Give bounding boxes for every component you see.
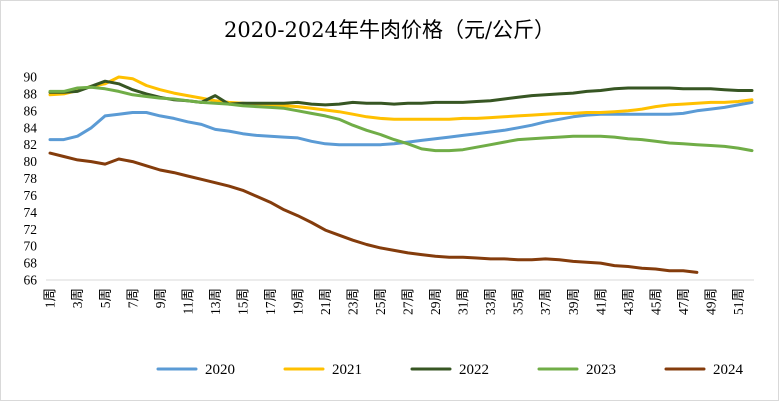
series-layer: [48, 75, 754, 274]
x-tick-label: 9周: [153, 288, 168, 308]
x-tick-label: 27周: [401, 288, 416, 315]
x-tick-label: 21周: [318, 288, 333, 315]
legend-label-2021: 2021: [332, 362, 362, 378]
x-tick-label: 19周: [290, 288, 305, 315]
chart-title: 2020-2024年牛肉价格（元/公斤）: [223, 18, 556, 42]
x-tick-label: 39周: [566, 288, 581, 315]
x-tick-label: 31周: [456, 288, 471, 315]
y-tick-label: 86: [24, 103, 38, 118]
x-tick-label: 49周: [703, 288, 718, 315]
y-tick-label: 66: [24, 273, 38, 288]
x-tick-label: 47周: [676, 288, 691, 315]
x-tick-label: 45周: [648, 288, 663, 315]
x-tick-label: 43周: [621, 288, 636, 315]
series-line-2024: [48, 151, 699, 274]
x-tick-label: 11周: [180, 288, 195, 315]
y-tick-label: 78: [24, 171, 38, 186]
series-line-2021: [48, 75, 754, 121]
y-tick-label: 80: [24, 154, 38, 169]
legend: 2020 2021 2022 2023 2024: [156, 362, 744, 378]
x-tick-label: 5周: [98, 288, 113, 308]
x-tick-label: 15周: [235, 288, 250, 315]
x-tick-label: 51周: [731, 288, 746, 315]
y-tick-label: 82: [24, 137, 38, 152]
x-tick-label: 13周: [208, 288, 223, 315]
x-tick-label: 35周: [511, 288, 526, 315]
x-tick-label: 17周: [263, 288, 278, 315]
legend-label-2020: 2020: [205, 362, 235, 378]
legend-label-2023: 2023: [586, 362, 616, 378]
y-tick-label: 88: [24, 86, 38, 101]
x-tick-label: 23周: [346, 288, 361, 315]
x-tick-label: 41周: [593, 288, 608, 315]
y-tick-label: 68: [24, 256, 38, 271]
x-tick-label: 37周: [538, 288, 553, 315]
x-tick-label: 29周: [428, 288, 443, 315]
x-tick-label: 3周: [70, 288, 85, 308]
legend-label-2024: 2024: [713, 362, 744, 378]
series-line-2023: [48, 85, 754, 153]
y-tick-label: 72: [24, 222, 38, 237]
x-tick-label: 33周: [483, 288, 498, 315]
legend-label-2022: 2022: [459, 362, 489, 378]
series-line-2022: [48, 79, 754, 107]
x-tick-label: 7周: [125, 288, 140, 308]
x-tick-label: 25周: [373, 288, 388, 315]
y-tick-label: 90: [24, 70, 38, 85]
x-tick-label: 1周: [43, 288, 58, 308]
y-tick-label: 76: [24, 188, 38, 203]
y-tick-label: 84: [24, 120, 38, 135]
y-tick-label: 70: [24, 239, 38, 254]
y-tick-label: 74: [24, 205, 38, 220]
